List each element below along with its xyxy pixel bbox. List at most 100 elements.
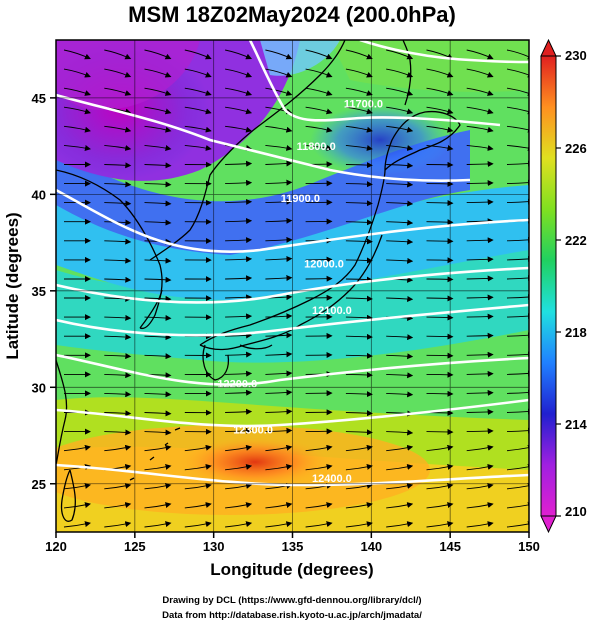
wind-vector (265, 275, 293, 282)
contour-label: 12100.0 (312, 305, 352, 317)
wind-vector (466, 483, 494, 490)
wind-vector (225, 427, 253, 434)
wind-vector (144, 125, 172, 133)
wind-vector (426, 314, 454, 321)
wind-vector (305, 106, 333, 115)
wind-vector (63, 87, 91, 96)
wind-vector (426, 371, 454, 378)
wind-vector (265, 313, 293, 320)
wind-vector (345, 391, 373, 398)
wind-vector (104, 314, 132, 321)
temperature-shading (56, 40, 529, 532)
wind-vector (225, 275, 253, 282)
wind-vector (305, 87, 333, 96)
wind-vector (466, 106, 494, 115)
wind-vector (225, 463, 253, 471)
wind-vector (104, 238, 132, 245)
wind-vector (104, 125, 132, 133)
wind-vector (265, 198, 293, 205)
wind-vector (63, 521, 91, 528)
wind-vector (265, 427, 293, 434)
wind-vector (345, 49, 373, 60)
wind-vector (345, 200, 373, 207)
wind-vector (63, 144, 91, 151)
wind-vector (184, 87, 212, 96)
wind-vector (466, 521, 494, 528)
wind-vector (104, 372, 132, 379)
wind-vector (265, 332, 293, 339)
wind-vector (184, 125, 212, 133)
wind-vector (386, 162, 414, 169)
wind-vector (265, 255, 293, 262)
wind-vector (426, 257, 454, 264)
wind-vector (386, 295, 414, 302)
wind-vector (345, 521, 373, 528)
wind-vector (104, 181, 132, 188)
wind-vector (144, 353, 172, 360)
wind-vector (386, 49, 414, 60)
wind-vector (386, 106, 414, 115)
wind-vector (144, 463, 172, 471)
wind-vector (265, 217, 293, 224)
wind-vector (386, 200, 414, 207)
wind-vector (104, 521, 132, 528)
wind-vector (466, 502, 494, 509)
wind-vector (225, 502, 253, 509)
wind-vector (345, 162, 373, 169)
wind-vector (345, 238, 373, 245)
wind-vector (386, 353, 414, 360)
wind-vector (506, 236, 529, 243)
wind-vector (466, 160, 494, 167)
colorbar-tick-label: 230 (565, 48, 587, 63)
wind-vector (386, 391, 414, 398)
wind-vector (426, 295, 454, 302)
wind-vector (386, 483, 414, 490)
wind-vector (345, 314, 373, 321)
wind-vector (426, 333, 454, 340)
wind-vector (426, 352, 454, 359)
wind-vector (305, 144, 333, 151)
wind-vector (345, 181, 373, 188)
wind-vector (104, 87, 132, 96)
wind-vector (225, 179, 253, 186)
map-title: MSM 18Z02May2024 (200.0hPa) (128, 2, 456, 27)
wind-vector (506, 444, 529, 452)
wind-vector (144, 68, 172, 78)
wind-vector (265, 179, 293, 186)
y-tick-label: 35 (32, 284, 46, 299)
x-tick-label: 125 (124, 539, 146, 554)
wind-vector (225, 313, 253, 320)
wind-vector (104, 68, 132, 78)
wind-vector (506, 332, 529, 339)
wind-vector (386, 521, 414, 528)
wind-vector (144, 162, 172, 169)
colorbar-gradient (540, 55, 557, 517)
wind-vector (506, 198, 529, 205)
wind-vector (426, 200, 454, 207)
height-contours (56, 40, 529, 487)
wind-vector (225, 217, 253, 224)
wind-vector (386, 87, 414, 96)
colorbar-max-triangle (540, 38, 557, 57)
wind-vector (144, 444, 172, 452)
wind-vector (144, 87, 172, 96)
wind-vector (225, 237, 253, 244)
gridlines (56, 40, 529, 532)
wind-vector (225, 256, 253, 263)
colorbar-ticks: 210 214 218 222 226 230 (556, 48, 587, 519)
y-axis-ticks: 25 30 35 40 45 (32, 91, 56, 492)
x-axis-ticks: 120 125 130 135 140 145 150 (45, 532, 540, 554)
colorbar-min-triangle (540, 515, 557, 534)
wind-vector (506, 521, 529, 528)
credit-dcl: Drawing by DCL (https://www.gfd-dennou.o… (162, 595, 421, 606)
wind-vector (144, 483, 172, 490)
colorbar-tick-label: 210 (565, 504, 587, 519)
contour-label: 11900.0 (281, 193, 320, 205)
wind-vector (386, 144, 414, 151)
wind-vector (426, 276, 454, 283)
wind-vector (386, 463, 414, 471)
wind-vector (506, 275, 529, 282)
wind-vector (104, 49, 132, 60)
wind-vector (345, 371, 373, 378)
wind-vector (104, 410, 132, 417)
